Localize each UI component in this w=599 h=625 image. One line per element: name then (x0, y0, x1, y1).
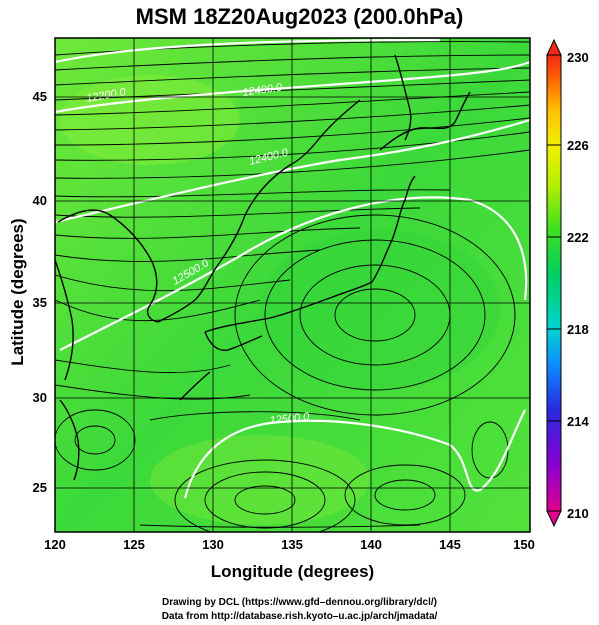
y-tick-label: 40 (33, 193, 47, 208)
y-tick-label: 30 (33, 390, 47, 405)
credit-data: Data from http://database.rish.kyoto–u.a… (161, 611, 438, 622)
x-tick-label: 130 (202, 537, 224, 552)
y-tick-label: 35 (33, 295, 47, 310)
colorbar-tick-label: 230 (567, 50, 589, 65)
colorbar-tick-label: 218 (567, 322, 589, 337)
x-tick-label: 120 (44, 537, 66, 552)
x-tick-label: 125 (123, 537, 145, 552)
contour-label: 12400.0 (242, 81, 284, 99)
x-tick-label: 145 (439, 537, 461, 552)
map-title: MSM 18Z20Aug2023 (200.0hPa) (135, 4, 464, 29)
colorbar-tick-label: 214 (567, 414, 589, 429)
contour-label: 12500.0 (269, 411, 311, 427)
x-axis: 120 125 130 135 140 145 150 (44, 537, 535, 552)
y-tick-label: 25 (33, 480, 47, 495)
colorbar-bottom-triangle (546, 510, 562, 528)
streamlines (55, 41, 530, 532)
colorbar-tick-label: 222 (567, 230, 589, 245)
x-tick-label: 135 (281, 537, 303, 552)
plot-frame (54, 37, 531, 533)
y-axis: 25 30 35 40 45 (33, 89, 47, 495)
graticule (55, 38, 530, 532)
x-axis-label: Longitude (degrees) (210, 562, 375, 581)
y-tick-label: 45 (33, 89, 47, 104)
colorbar-tick-label: 210 (567, 506, 589, 521)
x-tick-label: 140 (360, 537, 382, 552)
height-contours (55, 38, 530, 499)
colorbar-top-triangle (546, 38, 562, 56)
credit-drawing: Drawing by DCL (https://www.gfd–dennou.o… (161, 597, 437, 608)
colorbar-scale (546, 54, 562, 512)
x-tick-label: 150 (513, 537, 535, 552)
field-patch (150, 435, 370, 525)
colorbar-tick-label: 226 (567, 138, 589, 153)
colorbar: 230 226 222 218 214 210 (546, 38, 589, 528)
coastlines (55, 54, 471, 481)
field-patch (260, 230, 500, 390)
